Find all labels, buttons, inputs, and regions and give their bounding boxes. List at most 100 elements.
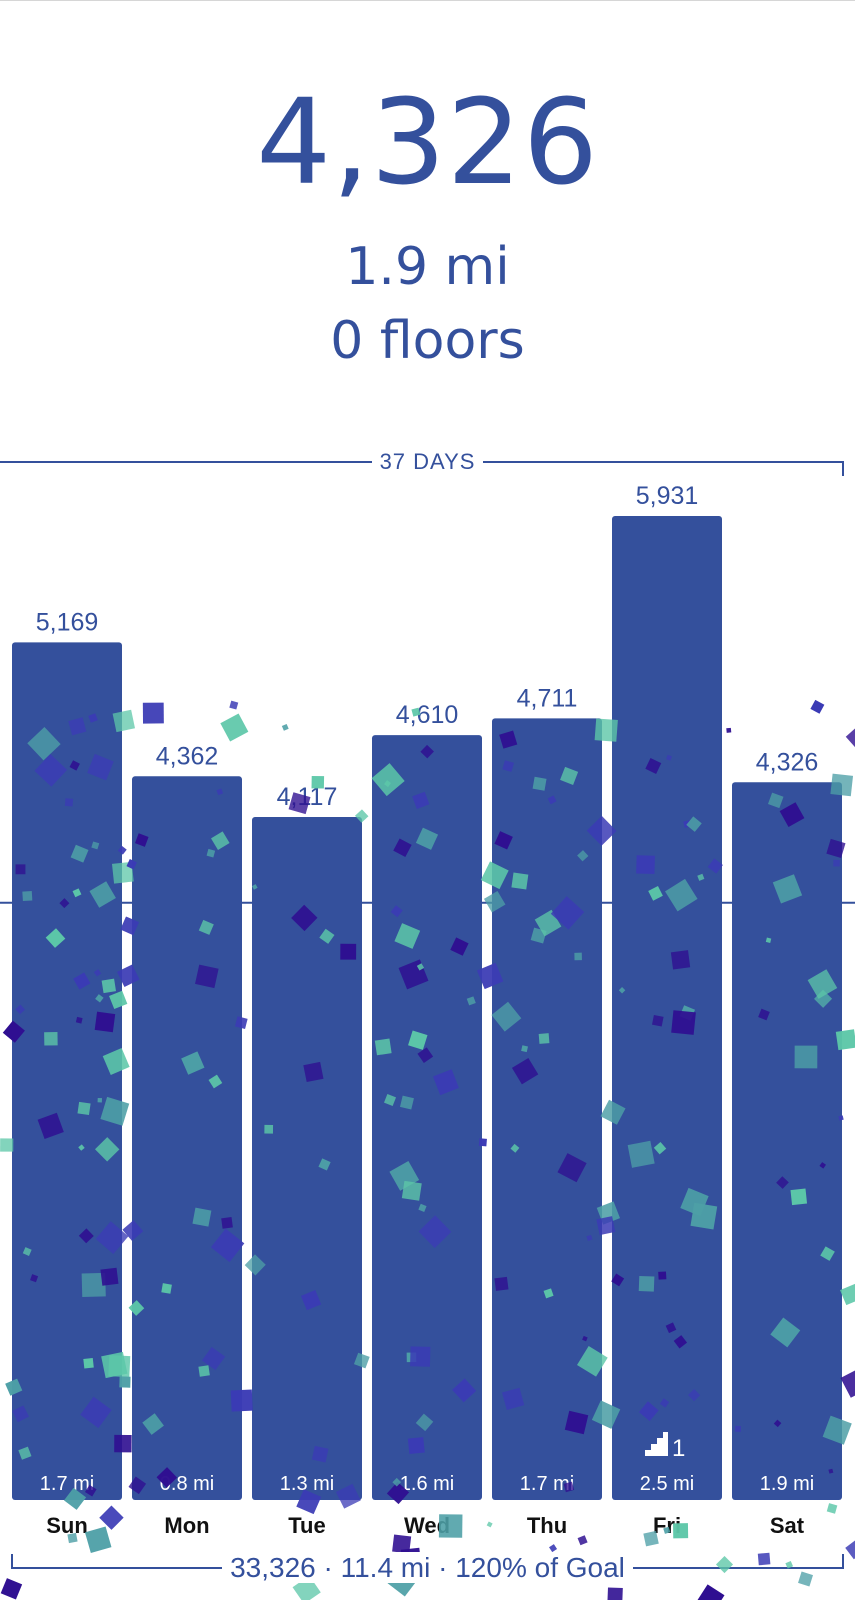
- confetti-piece: [665, 1322, 677, 1334]
- confetti-piece: [119, 1376, 131, 1388]
- confetti-piece: [563, 1481, 575, 1493]
- confetti-piece: [77, 1101, 91, 1116]
- bar-mon[interactable]: [132, 776, 242, 1500]
- confetti-piece: [94, 1011, 116, 1033]
- confetti-piece: [45, 928, 66, 948]
- bar-wed[interactable]: [372, 735, 482, 1500]
- bar-value-label: 4,711: [517, 684, 578, 712]
- today-steps: 4,326: [256, 73, 599, 211]
- confetti-piece: [100, 1267, 119, 1286]
- bar-value-label: 4,326: [756, 748, 819, 776]
- bar-distance-label: 1.6 mi: [400, 1473, 454, 1495]
- confetti-piece: [483, 890, 506, 913]
- confetti-piece: [300, 1289, 322, 1311]
- bar-distance-label: 1.7 mi: [40, 1473, 94, 1495]
- confetti-piece: [111, 861, 134, 884]
- confetti-piece: [64, 798, 74, 807]
- confetti-piece: [64, 1487, 87, 1510]
- confetti-piece: [807, 969, 838, 999]
- bar-tue[interactable]: [252, 816, 362, 1500]
- confetti-piece: [840, 1367, 855, 1398]
- confetti-piece: [99, 1505, 124, 1530]
- confetti-piece: [12, 1405, 30, 1423]
- bar-distance-label: 1.7 mi: [520, 1473, 574, 1495]
- confetti-piece: [102, 1048, 130, 1075]
- confetti-piece: [73, 972, 91, 990]
- confetti-piece: [211, 831, 230, 850]
- bar-sat[interactable]: [732, 782, 842, 1500]
- confetti-piece: [697, 873, 705, 881]
- confetti-piece: [201, 1346, 226, 1371]
- confetti-piece: [288, 792, 311, 815]
- confetti-piece: [210, 1228, 245, 1263]
- confetti-piece: [826, 838, 846, 858]
- confetti-piece: [142, 1413, 164, 1435]
- confetti-piece: [198, 919, 214, 935]
- confetti-piece: [652, 1014, 664, 1027]
- confetti-piece: [773, 1419, 782, 1428]
- confetti-piece: [78, 1228, 94, 1244]
- confetti-piece: [828, 1468, 834, 1474]
- confetti-piece: [665, 878, 698, 912]
- confetti-piece: [726, 727, 732, 733]
- confetti-piece: [511, 872, 529, 890]
- confetti-piece: [638, 1275, 655, 1292]
- confetti-piece: [673, 1335, 688, 1349]
- confetti-piece: [192, 1207, 212, 1227]
- confetti-piece: [117, 964, 140, 987]
- bar-value-label: 5,931: [636, 482, 699, 510]
- confetti-piece: [767, 792, 784, 809]
- confetti-piece: [81, 1272, 106, 1298]
- confetti-piece: [438, 1514, 463, 1538]
- confetti-piece: [707, 858, 723, 874]
- confetti-piece: [59, 898, 70, 909]
- confetti-piece: [840, 1283, 855, 1306]
- confetti-piece: [109, 990, 128, 1010]
- confetti-piece: [591, 1400, 621, 1429]
- bar-distance-label: 1.9 mi: [760, 1473, 814, 1495]
- confetti-piece: [161, 1283, 172, 1294]
- confetti-piece: [596, 1216, 616, 1236]
- confetti-piece: [97, 1097, 103, 1103]
- confetti-piece: [627, 1140, 655, 1168]
- confetti-piece: [75, 1016, 83, 1024]
- bar-value-label: 4,362: [156, 742, 219, 770]
- day-label: Mon: [164, 1513, 209, 1538]
- confetti-piece: [198, 1365, 210, 1377]
- confetti-piece: [502, 760, 515, 772]
- confetti-piece: [392, 1534, 412, 1554]
- confetti-piece: [794, 1045, 818, 1069]
- confetti-piece: [835, 1029, 855, 1051]
- confetti-piece: [680, 1187, 709, 1217]
- confetti-piece: [374, 1038, 392, 1056]
- confetti-piece: [673, 1523, 689, 1539]
- confetti-piece: [645, 758, 662, 774]
- confetti-piece: [142, 702, 164, 724]
- confetti-piece: [91, 841, 100, 850]
- confetti-piece: [30, 1274, 39, 1283]
- confetti-piece: [392, 1477, 402, 1487]
- confetti-piece: [830, 773, 854, 797]
- confetti-piece: [291, 904, 318, 932]
- confetti-piece: [757, 1552, 771, 1566]
- confetti-piece: [94, 1137, 120, 1162]
- bar-value-label: 4,610: [396, 701, 459, 729]
- confetti-piece: [686, 816, 702, 832]
- confetti-piece: [221, 1217, 233, 1229]
- confetti-piece: [416, 963, 425, 971]
- confetti-piece: [521, 1045, 528, 1053]
- today-floors: 0 floors: [330, 311, 525, 371]
- confetti-piece: [543, 1288, 554, 1299]
- confetti-piece: [319, 928, 335, 944]
- day-label: Sat: [770, 1513, 805, 1538]
- confetti-piece: [303, 1061, 324, 1083]
- weekly-totals: 33,326 · 11.4 mi · 120% of Goal: [0, 1552, 855, 1584]
- confetti-piece: [420, 744, 434, 759]
- confetti-piece: [220, 713, 249, 742]
- confetti-piece: [408, 1030, 428, 1050]
- confetti-piece: [845, 723, 855, 752]
- confetti-piece: [0, 1578, 23, 1600]
- bar-fri[interactable]: [612, 516, 722, 1500]
- confetti-piece: [696, 1584, 725, 1600]
